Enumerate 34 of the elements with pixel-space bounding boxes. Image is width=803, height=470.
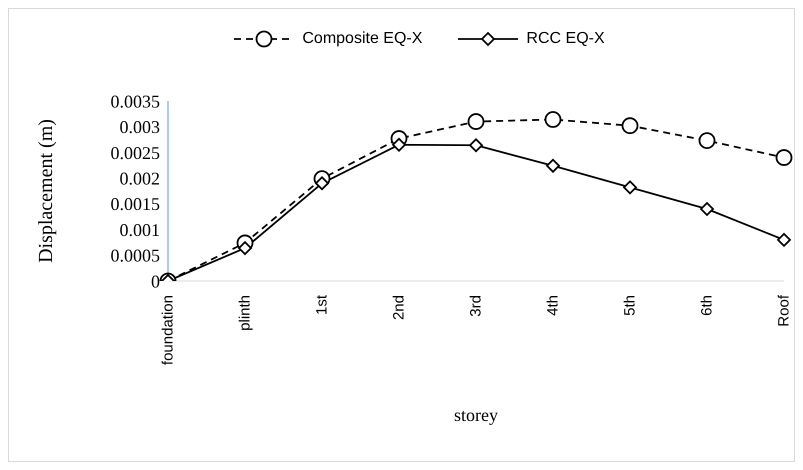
x-tick-label: Roof [776,294,792,327]
legend-label: Composite EQ-X [302,30,422,48]
point [777,232,791,247]
x-tick-label: plinth [236,295,254,331]
point [698,132,716,149]
point [315,176,329,190]
x-tick-label: 2nd [390,295,408,320]
x-tick-label: 1st [314,294,330,316]
x-tick-label: foundation [160,295,176,366]
y-axis-title: Displacement (m) [35,119,58,263]
point [776,149,792,166]
point [700,202,714,216]
x-tick-label: 4th [544,295,562,316]
point [623,180,637,194]
y-tick-label: 0.0025 [110,142,160,163]
point [622,117,638,134]
y-tick-label: 0.0035 [110,91,160,112]
y-tick-label: 0.0005 [110,246,160,266]
point [392,138,406,152]
y-tick-label: 0.003 [120,117,160,138]
legend-label: RCC EQ-X [526,30,605,48]
point [546,158,560,173]
point [238,241,252,255]
x-tick-label: 5th [622,295,638,316]
y-tick-label: 0.0015 [110,194,160,214]
x-tick-label: 3rd [468,295,484,317]
point [544,111,562,128]
x-axis-title: storey [454,405,498,425]
point [468,113,484,130]
y-tick-label: 0 [151,271,160,292]
x-tick-label: 6th [698,295,716,316]
y-tick-label: 0.002 [120,168,160,189]
y-tick-label: 0.001 [120,220,160,240]
point [469,138,483,152]
